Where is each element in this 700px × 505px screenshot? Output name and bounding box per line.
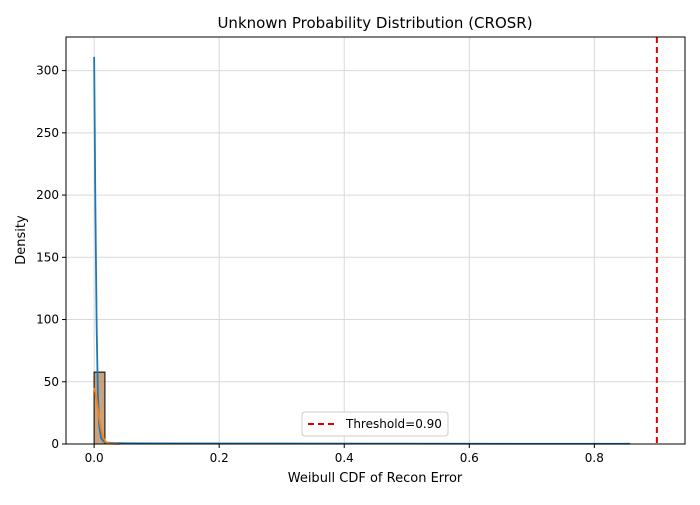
kde-line-2	[93, 387, 120, 445]
x-tick-label: 0.8	[585, 451, 604, 465]
grid-lines	[66, 37, 685, 445]
chart-title: Unknown Probability Distribution (CROSR)	[217, 14, 532, 32]
x-axis-ticks: 0.0 0.2 0.4 0.6 0.8	[85, 444, 604, 465]
y-tick-label: 150	[36, 250, 59, 264]
x-tick-label: 0.6	[460, 451, 479, 465]
x-axis-label: Weibull CDF of Recon Error	[288, 471, 463, 486]
y-axis-ticks: 0 50 100 150 200 250 300	[36, 64, 66, 451]
y-tick-label: 50	[44, 375, 59, 389]
legend-label-threshold: Threshold=0.90	[345, 417, 442, 431]
y-tick-label: 300	[36, 64, 59, 78]
x-tick-label: 0.4	[335, 451, 354, 465]
y-tick-label: 100	[36, 313, 59, 327]
y-tick-label: 200	[36, 188, 59, 202]
kde-lines	[93, 56, 630, 445]
y-tick-label: 0	[51, 437, 59, 451]
kde-line-1	[93, 56, 630, 445]
legend: Threshold=0.90	[301, 411, 449, 437]
x-tick-label: 0.0	[85, 451, 104, 465]
plot-frame	[65, 36, 686, 445]
y-tick-label: 250	[36, 126, 59, 140]
x-tick-label: 0.2	[210, 451, 229, 465]
y-axis-label: Density	[14, 215, 29, 265]
legend-box	[301, 411, 449, 437]
